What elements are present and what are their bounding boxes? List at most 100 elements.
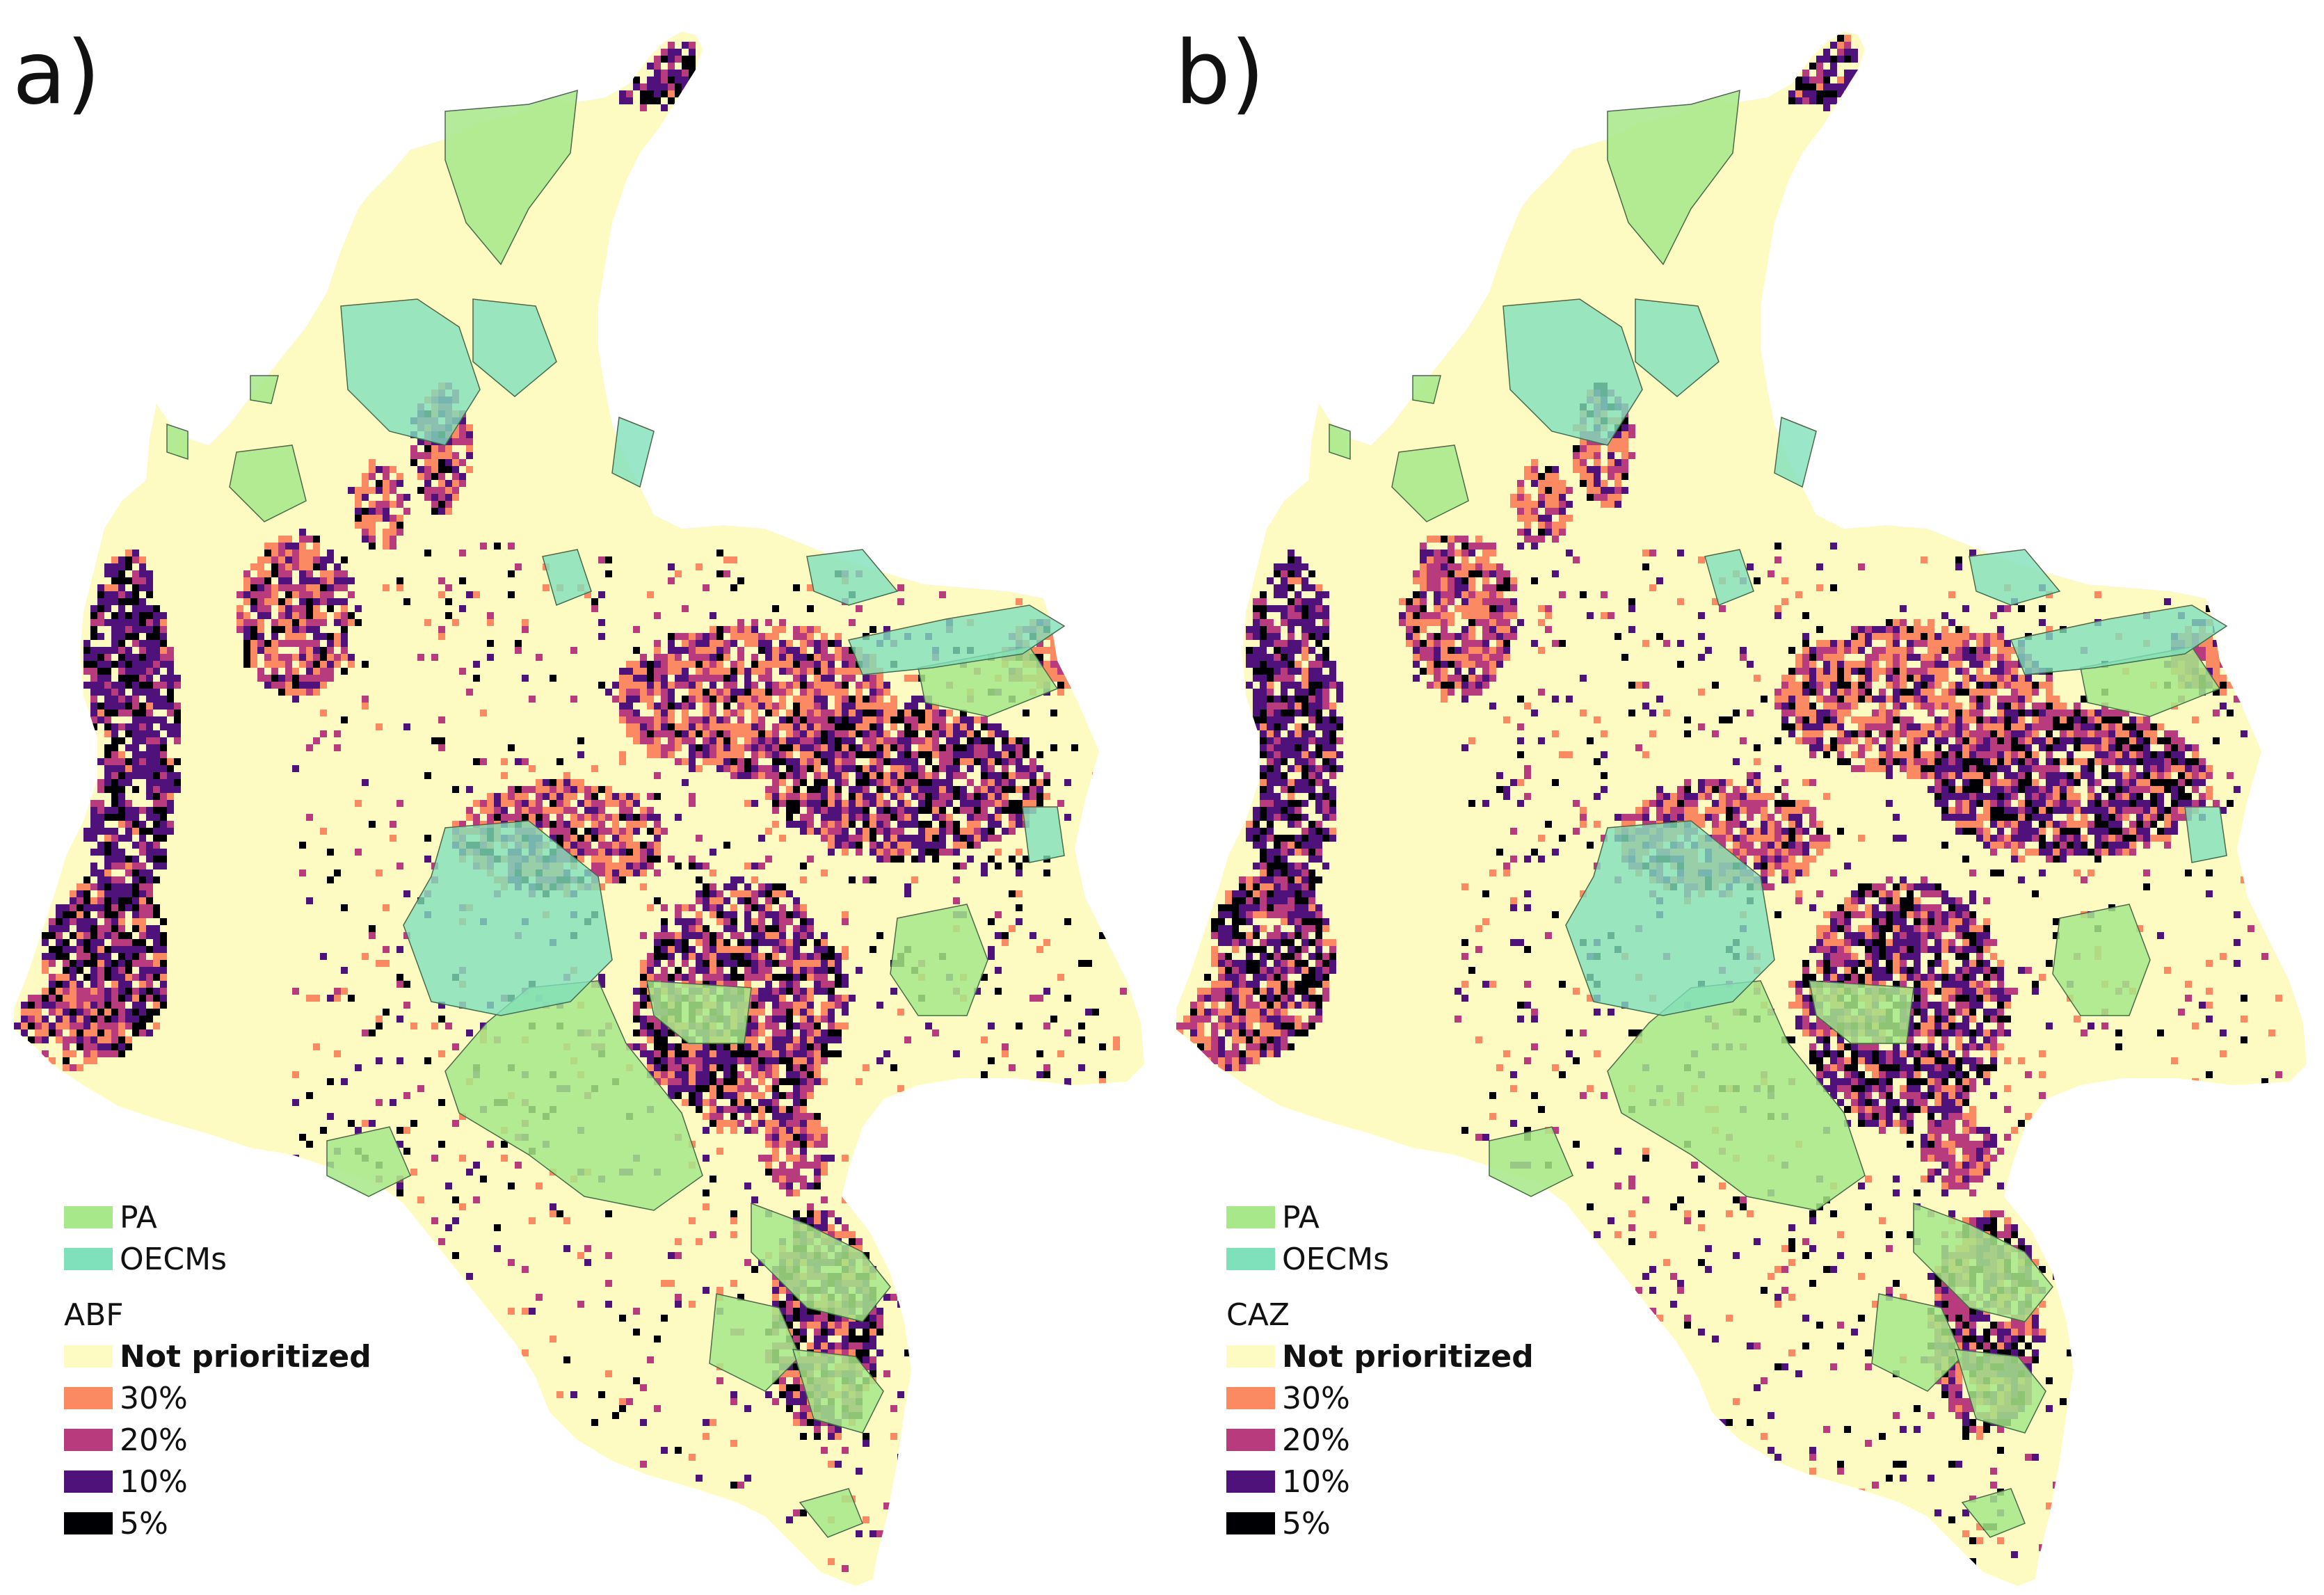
priority-pixel [118,605,125,612]
priority-pixel [1036,1050,1043,1057]
priority-pixel [703,1155,710,1162]
priority-pixel [83,654,90,661]
priority-pixel [758,633,765,640]
priority-pixel [160,981,167,988]
priority-pixel [751,1266,758,1273]
priority-pixel [696,835,703,842]
priority-pixel [320,1127,327,1134]
priority-pixel [132,828,139,835]
priority-pixel [689,1217,696,1224]
priority-pixel [146,967,153,974]
priority-pixel [424,772,431,779]
priority-pixel [619,97,626,104]
priority-pixel [90,703,97,710]
priority-pixel [431,473,438,480]
priority-pixel [710,640,716,647]
priority-pixel [633,689,640,696]
priority-pixel [730,723,737,730]
priority-pixel [835,640,842,647]
priority-pixel [153,835,160,842]
priority-pixel [139,1023,146,1029]
priority-pixel [501,772,508,779]
priority-pixel [125,800,132,807]
priority-pixel [174,779,181,786]
priority-pixel [132,716,139,723]
priority-pixel [967,793,974,800]
priority-pixel [682,63,689,70]
priority-pixel [459,550,466,556]
priority-pixel [661,70,668,77]
priority-pixel [118,953,125,960]
priority-pixel [111,876,118,883]
priority-pixel [689,946,696,953]
priority-pixel [104,869,111,876]
priority-pixel [77,911,83,918]
priority-pixel [383,480,390,487]
priority-pixel [1016,890,1023,897]
priority-pixel [90,863,97,869]
priority-pixel [876,758,883,765]
priority-pixel [424,459,431,466]
priority-pixel [842,696,849,703]
priority-pixel [668,654,675,661]
priority-pixel [403,1002,410,1009]
priority-pixel [132,654,139,661]
priority-pixel [793,800,800,807]
priority-pixel [619,1405,626,1412]
priority-pixel [139,988,146,995]
priority-pixel [883,689,890,696]
priority-pixel [49,974,56,981]
priority-pixel [529,765,536,772]
priority-pixel [1064,995,1071,1002]
priority-pixel [897,1454,904,1461]
priority-pixel [70,932,77,939]
priority-pixel [153,932,160,939]
priority-pixel [153,821,160,828]
priority-pixel [341,716,348,723]
priority-pixel [981,786,988,793]
priority-pixel [97,1043,104,1050]
priority-pixel [424,473,431,480]
priority-pixel [83,932,90,939]
priority-pixel [730,772,737,779]
priority-pixel [730,584,737,591]
priority-pixel [793,668,800,675]
priority-pixel [160,988,167,995]
priority-pixel [167,779,174,786]
priority-pixel [619,668,626,675]
priority-pixel [626,675,633,682]
priority-pixel [723,689,730,696]
priority-pixel [689,737,696,744]
priority-pixel [737,703,744,710]
priority-pixel [146,793,153,800]
priority-pixel [396,494,403,501]
priority-pixel [716,675,723,682]
priority-pixel [661,730,668,737]
priority-pixel [56,1029,63,1036]
priority-pixel [139,807,146,814]
priority-pixel [710,1078,716,1085]
priority-pixel [77,988,83,995]
priority-pixel [424,1057,431,1064]
priority-pixel [139,897,146,904]
priority-pixel [703,675,710,682]
priority-pixel [716,730,723,737]
priority-pixel [675,661,682,668]
priority-pixel [765,856,772,863]
priority-pixel [654,723,661,730]
priority-pixel [104,696,111,703]
priority-pixel [362,779,369,786]
priority-pixel [153,911,160,918]
priority-pixel [814,758,821,765]
priority-pixel [974,828,981,835]
priority-pixel [876,696,883,703]
priority-pixel [97,960,104,967]
priority-pixel [751,682,758,689]
priority-pixel [925,772,932,779]
priority-pixel [431,501,438,508]
priority-pixel [459,1155,466,1162]
priority-pixel [63,1016,70,1023]
priority-pixel [737,716,744,723]
priority-pixel [376,1099,383,1106]
priority-pixel [160,737,167,744]
